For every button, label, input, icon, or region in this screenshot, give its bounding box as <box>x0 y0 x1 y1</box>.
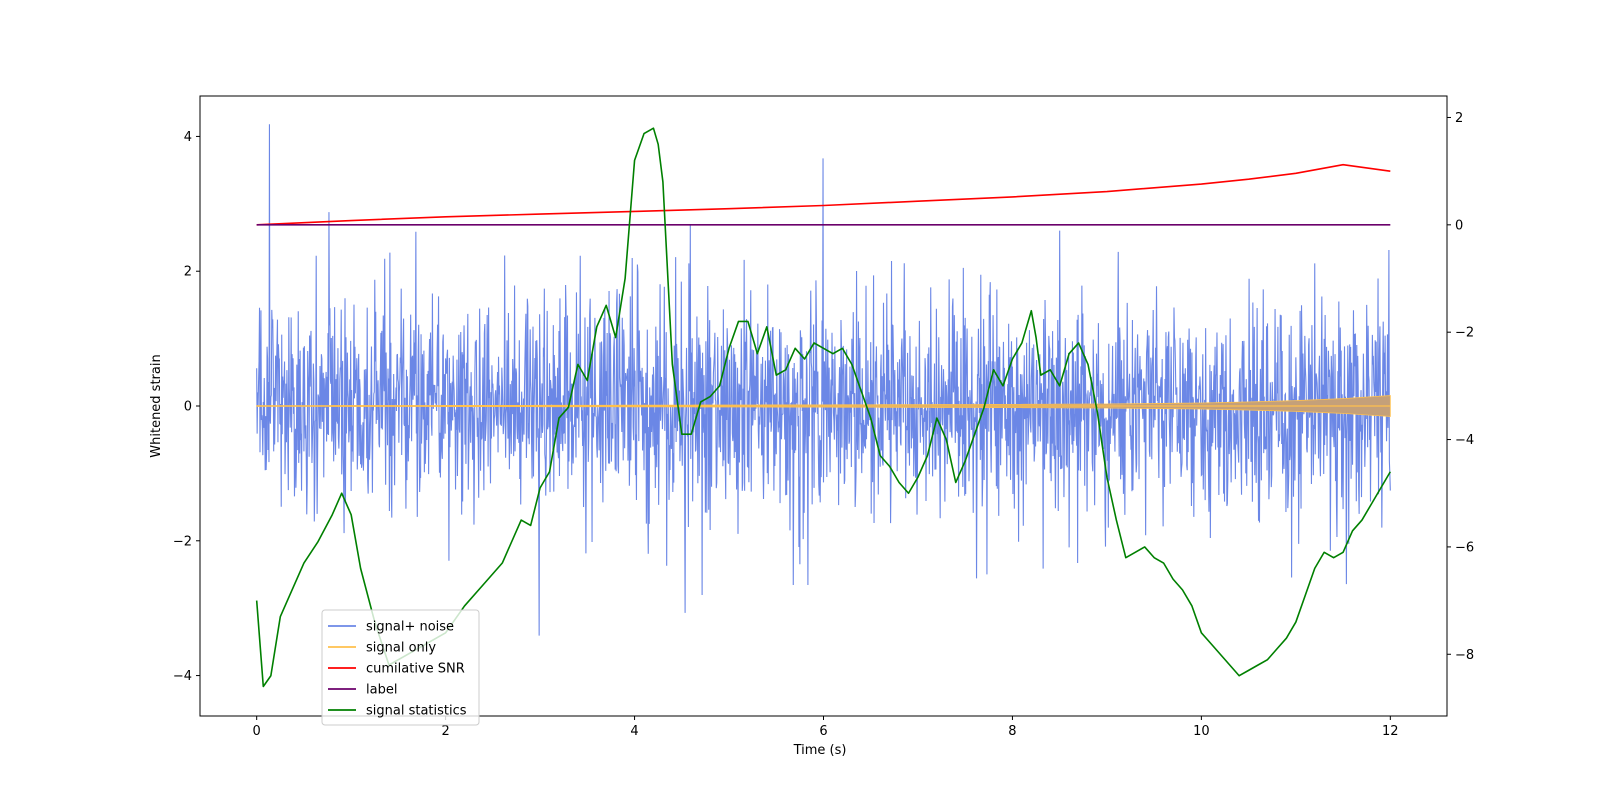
y-axis-label: Whitened strain <box>149 354 164 457</box>
plot-area <box>255 124 1392 688</box>
series-cumilative-snr-line <box>256 163 1391 226</box>
legend-label-label: label <box>366 683 397 698</box>
x-tick-label: 8 <box>1008 724 1016 739</box>
signal-noise-line <box>256 124 1391 636</box>
y2-tick-label: −6 <box>1455 540 1474 555</box>
series-signal-only <box>256 395 1391 417</box>
legend-box <box>321 609 480 726</box>
y2-axis-ticks: −8 −6 −4 −2 0 2 <box>1447 111 1474 663</box>
y2-tick-label: −2 <box>1455 326 1474 341</box>
x-tick-label: 10 <box>1193 724 1210 739</box>
right-axis-series <box>255 127 1392 688</box>
series-signal-noise <box>256 124 1391 636</box>
legend-label-signal-statistics: signal statistics <box>366 704 467 719</box>
x-tick-label: 6 <box>819 724 827 739</box>
y2-tick-label: 0 <box>1455 218 1463 233</box>
x-axis-label: Time (s) <box>793 743 847 758</box>
legend-label-signal-only: signal only <box>366 641 436 656</box>
x-tick-label: 2 <box>441 724 449 739</box>
y2-tick-label: 2 <box>1455 111 1463 126</box>
y2-tick-label: −8 <box>1455 648 1474 663</box>
y2-tick-label: −4 <box>1455 433 1474 448</box>
legend-label-signal-noise: signal+ noise <box>366 620 454 635</box>
x-tick-label: 12 <box>1382 724 1399 739</box>
y-axis-ticks: −4 −2 0 2 4 <box>173 130 200 684</box>
x-tick-label: 0 <box>253 724 261 739</box>
legend-label-cumilative-snr: cumilative SNR <box>366 662 465 677</box>
x-tick-label: 4 <box>630 724 638 739</box>
y-tick-label: 2 <box>184 265 192 280</box>
y-tick-label: −4 <box>173 669 192 684</box>
y-tick-label: 4 <box>184 130 192 145</box>
series-signal-statistics-line <box>255 127 1392 688</box>
y-tick-label: 0 <box>184 400 192 415</box>
y-tick-label: −2 <box>173 534 192 549</box>
legend: signal+ noise signal only cumilative SNR la… <box>321 609 480 726</box>
